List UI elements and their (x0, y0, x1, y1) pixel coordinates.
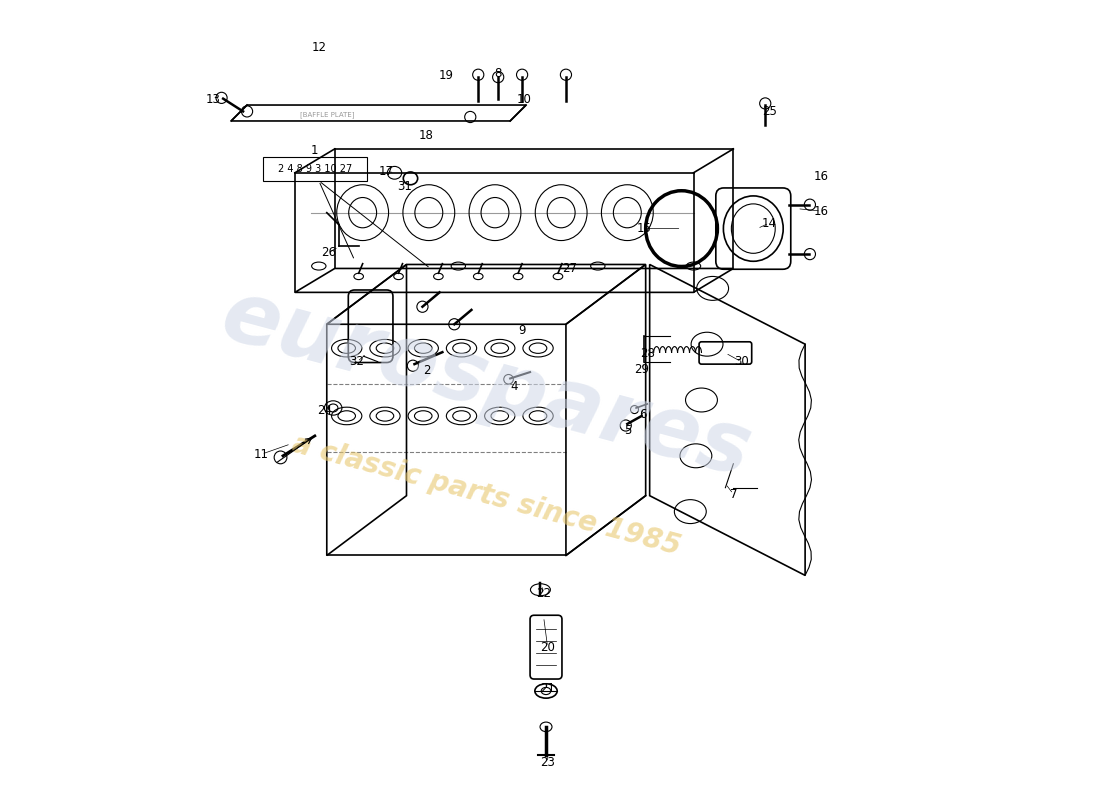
Text: 1: 1 (311, 144, 319, 157)
Text: 2: 2 (422, 364, 430, 377)
Text: 15: 15 (637, 222, 651, 235)
Text: 7: 7 (729, 487, 737, 501)
Text: 13: 13 (206, 93, 221, 106)
Text: 25: 25 (762, 105, 777, 118)
Text: 26: 26 (321, 246, 336, 259)
Text: 21: 21 (540, 682, 556, 695)
Text: 22: 22 (536, 587, 551, 600)
Text: 8: 8 (495, 66, 502, 80)
Text: 19: 19 (439, 69, 454, 82)
Text: 31: 31 (397, 180, 412, 193)
Text: 14: 14 (761, 217, 777, 230)
Text: 16: 16 (814, 205, 828, 218)
Text: 4: 4 (510, 380, 518, 393)
Text: 11: 11 (254, 448, 268, 461)
Text: 30: 30 (734, 355, 749, 368)
Text: 32: 32 (350, 355, 364, 368)
Text: 23: 23 (540, 756, 556, 770)
Text: 28: 28 (640, 347, 654, 360)
Text: 27: 27 (562, 262, 578, 275)
Bar (263, 157, 366, 181)
Text: 17: 17 (379, 165, 394, 178)
Text: 10: 10 (517, 93, 532, 106)
Text: a classic parts since 1985: a classic parts since 1985 (289, 430, 683, 561)
Text: 2 4 8 9 3 10 27: 2 4 8 9 3 10 27 (277, 164, 352, 174)
Text: 29: 29 (635, 363, 649, 376)
Text: 6: 6 (639, 408, 647, 421)
Text: 20: 20 (540, 641, 556, 654)
Text: 9: 9 (518, 324, 526, 337)
Text: 24: 24 (317, 404, 332, 417)
Text: [BAFFLE PLATE]: [BAFFLE PLATE] (299, 111, 354, 118)
Text: 5: 5 (624, 424, 631, 437)
Text: 12: 12 (311, 41, 327, 54)
Text: 18: 18 (419, 129, 433, 142)
Text: 16: 16 (814, 170, 828, 183)
Text: eurospares: eurospares (212, 274, 760, 494)
